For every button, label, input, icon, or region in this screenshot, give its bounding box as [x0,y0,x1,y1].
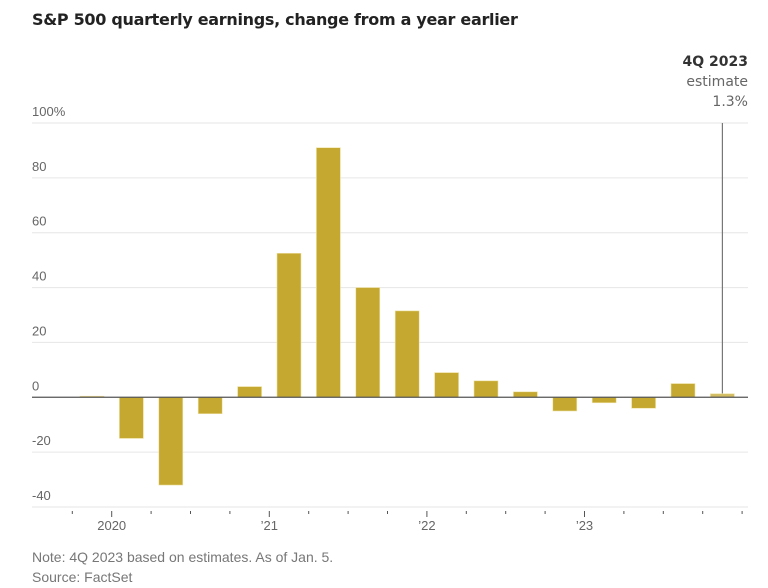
y-tick-label: 0 [32,378,39,393]
bar [355,287,381,398]
x-tick-label: ’22 [418,518,435,533]
annotation-label: estimate [686,74,748,90]
chart-source: Source: FactSet [32,569,133,585]
bar [473,380,499,398]
bar [237,386,262,398]
bar [197,396,223,415]
bar [276,252,302,398]
bar [158,396,184,486]
bar [316,147,341,398]
bar [631,396,656,409]
bar [513,391,538,398]
bar [552,396,578,412]
x-tick-label: 2020 [97,518,126,533]
bar [670,383,696,398]
chart-title: S&P 500 quarterly earnings, change from … [32,10,518,29]
y-tick-label: 60 [32,214,46,229]
y-tick-label: 40 [32,269,46,284]
chart-note: Note: 4Q 2023 based on estimates. As of … [32,549,334,565]
y-tick-label: 20 [32,323,46,338]
y-tick-label: 100% [32,104,66,119]
estimate-annotation: 4Q 2023 estimate 1.3% [683,52,748,112]
bar [394,310,420,398]
y-tick-label: 80 [32,159,46,174]
bar [434,372,459,398]
x-tick-label: ’21 [261,518,278,533]
annotation-heading: 4Q 2023 [682,54,748,70]
x-tick-label: ’23 [576,518,593,533]
y-tick-label: -40 [32,488,51,503]
y-tick-label: -20 [32,433,51,448]
bar [119,396,144,439]
annotation-value: 1.3% [712,94,748,110]
bar [591,396,617,404]
